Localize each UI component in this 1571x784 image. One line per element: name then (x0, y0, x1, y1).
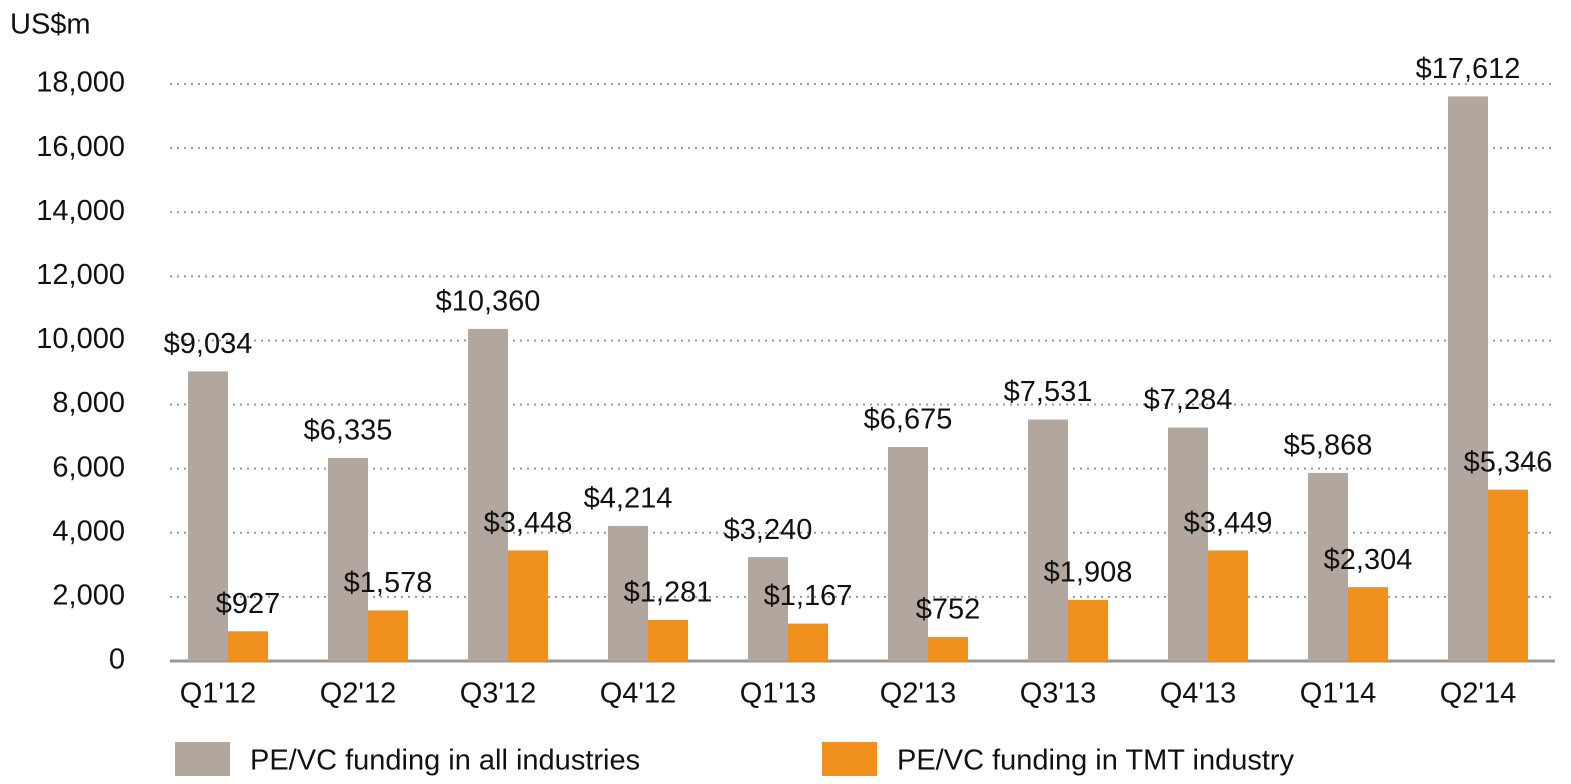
legend-label: PE/VC funding in all industries (250, 745, 640, 777)
bar (928, 636, 968, 661)
bar (188, 371, 228, 661)
data-label: $4,214 (584, 483, 673, 515)
bar (508, 550, 548, 661)
bar (1348, 587, 1388, 661)
y-tick-label: 16,000 (36, 131, 125, 163)
bar (328, 457, 368, 661)
legend-label: PE/VC funding in TMT industry (897, 745, 1295, 777)
data-label: $5,346 (1464, 446, 1553, 478)
bar (1028, 419, 1068, 661)
bar (1488, 489, 1528, 661)
data-label: $1,578 (344, 567, 433, 599)
x-tick-label: Q4'12 (600, 678, 676, 710)
data-label: $1,281 (624, 577, 713, 609)
bar (648, 619, 688, 661)
x-tick-label: Q3'13 (1020, 678, 1096, 710)
data-label: $3,449 (1184, 507, 1273, 539)
data-label: $927 (216, 588, 281, 620)
data-label: $1,908 (1044, 556, 1133, 588)
data-label: $6,335 (304, 415, 393, 447)
y-tick-label: 8,000 (52, 387, 125, 419)
x-tick-label: Q1'14 (1300, 678, 1376, 710)
data-label: $7,284 (1144, 384, 1233, 416)
bar (748, 557, 788, 661)
y-tick-label: 0 (109, 644, 125, 676)
y-tick-label: 6,000 (52, 451, 125, 483)
x-tick-label: Q2'13 (880, 678, 956, 710)
data-label: $2,304 (1324, 544, 1413, 576)
x-tick-label: Q2'12 (320, 678, 396, 710)
y-tick-label: 18,000 (36, 67, 125, 99)
bar (1168, 427, 1208, 661)
x-tick-label: Q4'13 (1160, 678, 1236, 710)
data-label: $3,448 (484, 507, 573, 539)
bar (468, 328, 508, 661)
bar (228, 631, 268, 661)
data-label: $1,167 (764, 580, 853, 612)
x-tick-label: Q1'12 (180, 678, 256, 710)
y-tick-label: 14,000 (36, 195, 125, 227)
bar (608, 525, 648, 661)
bar (788, 623, 828, 661)
data-label: $3,240 (724, 514, 813, 546)
data-label: $9,034 (164, 328, 253, 360)
x-tick-label: Q1'13 (740, 678, 816, 710)
bar (1068, 599, 1108, 661)
data-label: $6,675 (864, 404, 953, 436)
data-label: $7,531 (1004, 376, 1093, 408)
legend-swatch (175, 742, 230, 776)
y-tick-label: 12,000 (36, 259, 125, 291)
data-label: $752 (916, 594, 981, 626)
bar (368, 610, 408, 661)
bar (1208, 550, 1248, 661)
data-label: $17,612 (1416, 53, 1521, 85)
data-label: $5,868 (1284, 430, 1373, 462)
y-tick-label: 4,000 (52, 515, 125, 547)
y-axis-label: US$m (10, 9, 91, 41)
y-tick-label: 2,000 (52, 580, 125, 612)
legend-swatch (822, 742, 877, 776)
x-tick-label: Q3'12 (460, 678, 536, 710)
bar (1448, 96, 1488, 661)
bar (888, 447, 928, 661)
data-label: $10,360 (436, 286, 541, 318)
y-tick-label: 10,000 (36, 323, 125, 355)
x-tick-label: Q2'14 (1440, 678, 1516, 710)
bar (1308, 472, 1348, 661)
